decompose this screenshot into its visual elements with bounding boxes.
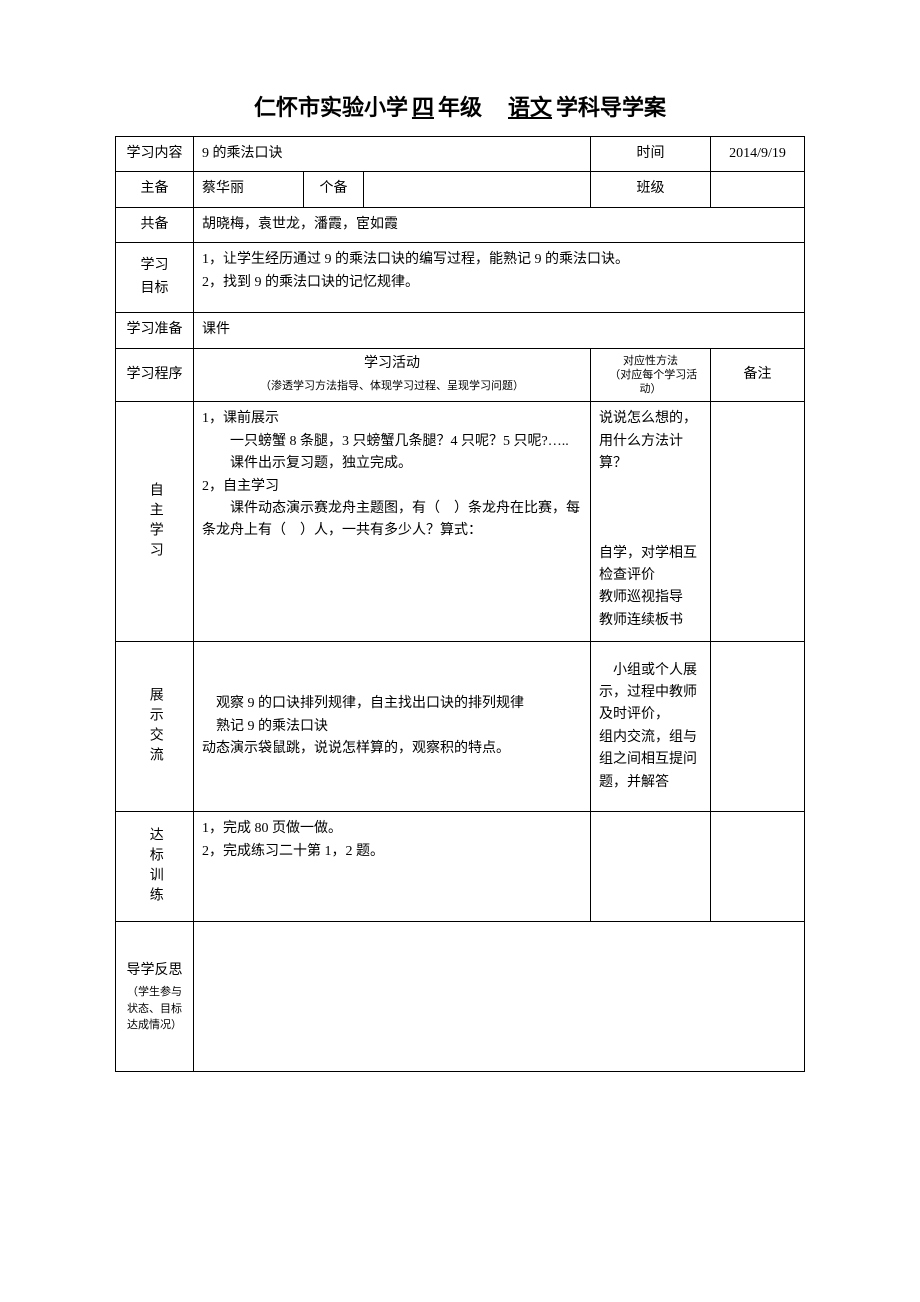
remark-show-exchange bbox=[711, 642, 805, 812]
title-subject: 语文 bbox=[504, 95, 556, 120]
reflect-subtitle: （学生参与状态、目标达成情况） bbox=[122, 984, 187, 1034]
remark-self-study bbox=[711, 402, 805, 642]
row-procedure-header: 学习程序 学习活动 （渗透学习方法指导、体现学习过程、呈现学习问题） 对应性方法… bbox=[116, 348, 805, 402]
label-study-prepare: 学习准备 bbox=[116, 313, 194, 348]
row-self-study: 自主学习 1，课前展示 一只螃蟹 8 条腿，3 只螃蟹几条腿？4 只呢？5 只呢… bbox=[116, 402, 805, 642]
label-standard-train: 达标训练 bbox=[116, 812, 194, 922]
label-individual-prep: 个备 bbox=[304, 172, 364, 207]
row-co-prep: 共备 胡晓梅，袁世龙，潘霞，宦如霞 bbox=[116, 207, 805, 242]
label-co-prep: 共备 bbox=[116, 207, 194, 242]
value-show-exchange-method: 小组或个人展示，过程中教师及时评价， 组内交流，组与组之间相互提问题，并解答 bbox=[591, 642, 711, 812]
row-study-content: 学习内容 9 的乘法口诀 时间 2014/9/19 bbox=[116, 137, 805, 172]
row-show-exchange: 展示交流 观察 9 的口诀排列规律，自主找出口诀的排列规律 熟记 9 的乘法口诀… bbox=[116, 642, 805, 812]
row-study-goal: 学习 目标 1，让学生经历通过 9 的乘法口诀的编写过程，能熟记 9 的乘法口诀… bbox=[116, 243, 805, 313]
value-time: 2014/9/19 bbox=[711, 137, 805, 172]
label-remark: 备注 bbox=[711, 348, 805, 402]
value-show-exchange-activity: 观察 9 的口诀排列规律，自主找出口诀的排列规律 熟记 9 的乘法口诀 动态演示… bbox=[194, 642, 591, 812]
label-show-exchange: 展示交流 bbox=[116, 642, 194, 812]
title-suffix: 学科导学案 bbox=[556, 95, 666, 120]
activity-title: 学习活动 bbox=[364, 356, 420, 371]
label-time: 时间 bbox=[591, 137, 711, 172]
row-standard-train: 达标训练 1，完成 80 页做一做。 2，完成练习二十第 1，2 题。 bbox=[116, 812, 805, 922]
label-class: 班级 bbox=[591, 172, 711, 207]
label-study-content: 学习内容 bbox=[116, 137, 194, 172]
label-reflect: 导学反思 （学生参与状态、目标达成情况） bbox=[116, 922, 194, 1072]
value-individual-prep bbox=[364, 172, 591, 207]
label-method: 对应性方法 （对应每个学习活动） bbox=[591, 348, 711, 402]
value-self-study-activity: 1，课前展示 一只螃蟹 8 条腿，3 只螃蟹几条腿？4 只呢？5 只呢?….. … bbox=[194, 402, 591, 642]
title-prefix: 仁怀市实验小学 bbox=[254, 95, 408, 120]
reflect-title: 导学反思 bbox=[127, 963, 183, 978]
row-main-prep: 主备 蔡华丽 个备 班级 bbox=[116, 172, 805, 207]
value-class bbox=[711, 172, 805, 207]
lesson-plan-table: 学习内容 9 的乘法口诀 时间 2014/9/19 主备 蔡华丽 个备 班级 共… bbox=[115, 136, 805, 1072]
value-study-goal: 1，让学生经历通过 9 的乘法口诀的编写过程，能熟记 9 的乘法口诀。 2，找到… bbox=[194, 243, 805, 313]
value-standard-train-activity: 1，完成 80 页做一做。 2，完成练习二十第 1，2 题。 bbox=[194, 812, 591, 922]
row-reflect: 导学反思 （学生参与状态、目标达成情况） bbox=[116, 922, 805, 1072]
title-mid: 年级 bbox=[438, 95, 482, 120]
value-main-prep: 蔡华丽 bbox=[194, 172, 304, 207]
value-study-prepare: 课件 bbox=[194, 313, 805, 348]
value-study-content: 9 的乘法口诀 bbox=[194, 137, 591, 172]
value-co-prep: 胡晓梅，袁世龙，潘霞，宦如霞 bbox=[194, 207, 805, 242]
remark-standard-train bbox=[711, 812, 805, 922]
value-standard-train-method bbox=[591, 812, 711, 922]
label-self-study: 自主学习 bbox=[116, 402, 194, 642]
value-self-study-method: 说说怎么想的，用什么方法计算？ 自学，对学相互检查评价 教师巡视指导 教师连续板… bbox=[591, 402, 711, 642]
label-study-goal: 学习 目标 bbox=[116, 243, 194, 313]
label-study-activity: 学习活动 （渗透学习方法指导、体现学习过程、呈现学习问题） bbox=[194, 348, 591, 402]
page-title: 仁怀市实验小学四年级 语文学科导学案 bbox=[115, 90, 805, 122]
row-study-prepare: 学习准备 课件 bbox=[116, 313, 805, 348]
label-study-procedure: 学习程序 bbox=[116, 348, 194, 402]
label-main-prep: 主备 bbox=[116, 172, 194, 207]
value-reflect bbox=[194, 922, 805, 1072]
activity-subtitle: （渗透学习方法指导、体现学习过程、呈现学习问题） bbox=[260, 380, 524, 392]
title-grade: 四 bbox=[408, 95, 438, 120]
